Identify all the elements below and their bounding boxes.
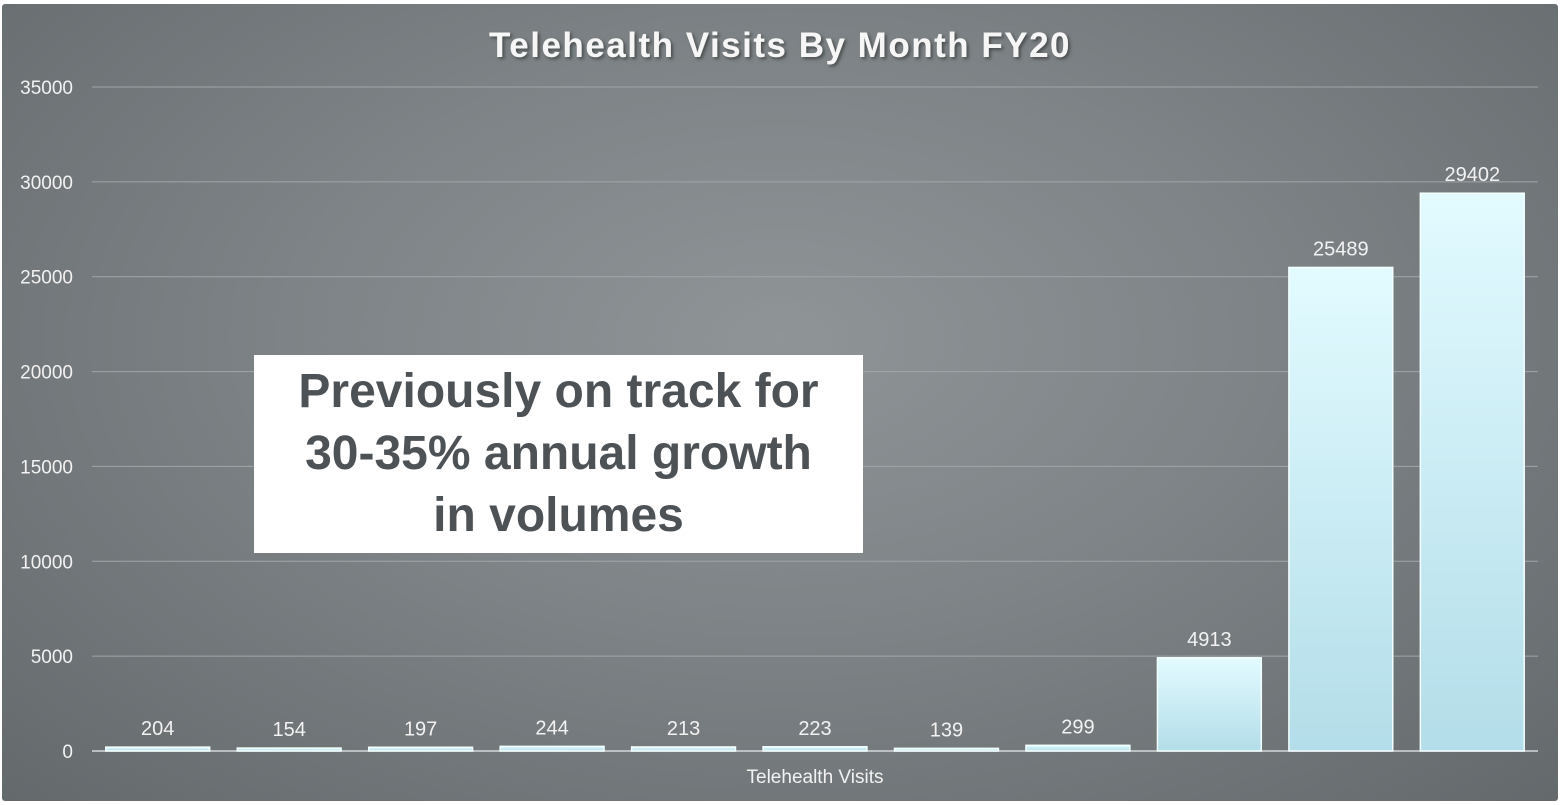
data-label: 139 <box>930 719 963 741</box>
y-tick-label: 0 <box>62 742 73 763</box>
y-tick-label: 25000 <box>20 268 73 289</box>
bar <box>105 746 211 752</box>
bar <box>1288 266 1394 752</box>
annotation-callout-text: Previously on track for 30-35% annual gr… <box>298 365 819 542</box>
bar <box>1156 657 1263 752</box>
bar <box>630 746 737 752</box>
data-label: 213 <box>667 718 700 740</box>
bar <box>762 746 868 752</box>
bar <box>367 746 474 752</box>
chart-title: Telehealth Visits By Month FY20 <box>489 26 1071 65</box>
annotation-callout: Previously on track for 30-35% annual gr… <box>254 355 863 553</box>
y-tick-label: 20000 <box>20 363 73 384</box>
bar <box>1025 744 1131 752</box>
data-label: 4913 <box>1187 629 1232 651</box>
y-tick-label: 35000 <box>20 78 73 99</box>
data-label: 154 <box>272 719 305 741</box>
y-tick-label: 10000 <box>20 552 73 573</box>
bar <box>236 747 342 752</box>
data-label: 29402 <box>1444 164 1500 186</box>
data-label: 223 <box>798 718 831 740</box>
data-label: 25489 <box>1313 238 1369 260</box>
data-label: 244 <box>535 717 568 739</box>
bar <box>893 747 1000 752</box>
bar-chart: Telehealth Visits By Month FY20 0 5000 100… <box>20 26 1538 788</box>
bar <box>1419 192 1525 752</box>
chart-container: Telehealth Visits By Month FY20 0 5000 100… <box>2 4 1558 801</box>
y-tick-label: 15000 <box>20 457 73 478</box>
y-tick-label: 5000 <box>31 647 73 668</box>
data-label: 299 <box>1061 716 1094 738</box>
y-tick-label: 30000 <box>20 173 73 194</box>
data-label: 204 <box>141 718 174 740</box>
data-label: 197 <box>404 718 437 740</box>
bar <box>499 745 605 752</box>
x-axis-label: Telehealth Visits <box>747 767 884 788</box>
